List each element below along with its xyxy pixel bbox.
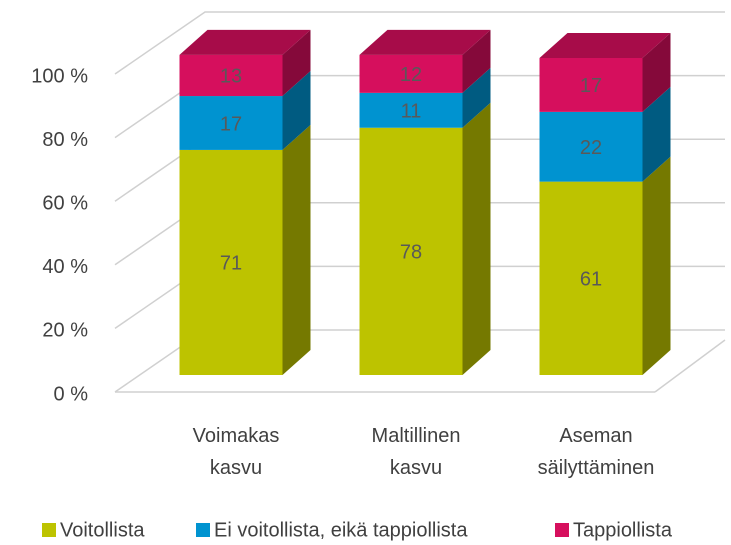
bar [359, 54, 463, 93]
legend-label: Ei voitollista, eikä tappiollista [214, 519, 468, 541]
bar [179, 96, 283, 150]
data-label: 17 [220, 113, 242, 135]
bar-top [359, 29, 491, 55]
legend-swatch [196, 523, 210, 537]
bar [539, 181, 643, 375]
y-tick-label: 60 % [42, 192, 88, 214]
bar-side [642, 156, 671, 375]
legend-label: Voitollista [60, 519, 145, 541]
y-tick-label: 80 % [42, 129, 88, 151]
y-tick-label: 100 % [31, 65, 88, 87]
bar [179, 149, 283, 375]
bar-side [642, 33, 671, 112]
grid-line [114, 11, 725, 75]
legend-swatch [42, 523, 56, 537]
bar-side [462, 102, 491, 376]
x-tick-label: Aseman säilyttäminen [538, 425, 655, 479]
data-label: 12 [400, 64, 422, 86]
bar [539, 58, 643, 112]
y-tick-label: 20 % [42, 320, 88, 342]
data-label: 61 [580, 269, 602, 291]
bar-side [282, 124, 311, 376]
floor [654, 339, 726, 393]
data-label: 71 [220, 253, 242, 275]
bar-side [282, 29, 311, 97]
data-label: 22 [580, 137, 602, 159]
data-label: 17 [580, 75, 602, 97]
bar-side [282, 71, 311, 150]
legend-label: Tappiollista [573, 519, 673, 541]
data-label: 78 [400, 242, 422, 264]
x-tick-label: Maltillinen kasvu [372, 425, 461, 479]
y-tick-label: 40 % [42, 256, 88, 278]
bar-top [539, 33, 671, 58]
x-tick-label: Voimakas kasvu [193, 425, 280, 479]
bar [179, 54, 283, 97]
bar [359, 92, 463, 128]
bar [539, 111, 643, 182]
bar-top [179, 29, 311, 55]
data-label: 11 [401, 101, 422, 123]
bar-side [462, 29, 491, 93]
bar [359, 127, 463, 376]
legend-swatch [555, 523, 569, 537]
bar-side [642, 86, 671, 182]
data-label: 13 [220, 66, 242, 88]
y-tick-label: 0 % [54, 383, 89, 405]
bar-side [462, 67, 491, 128]
